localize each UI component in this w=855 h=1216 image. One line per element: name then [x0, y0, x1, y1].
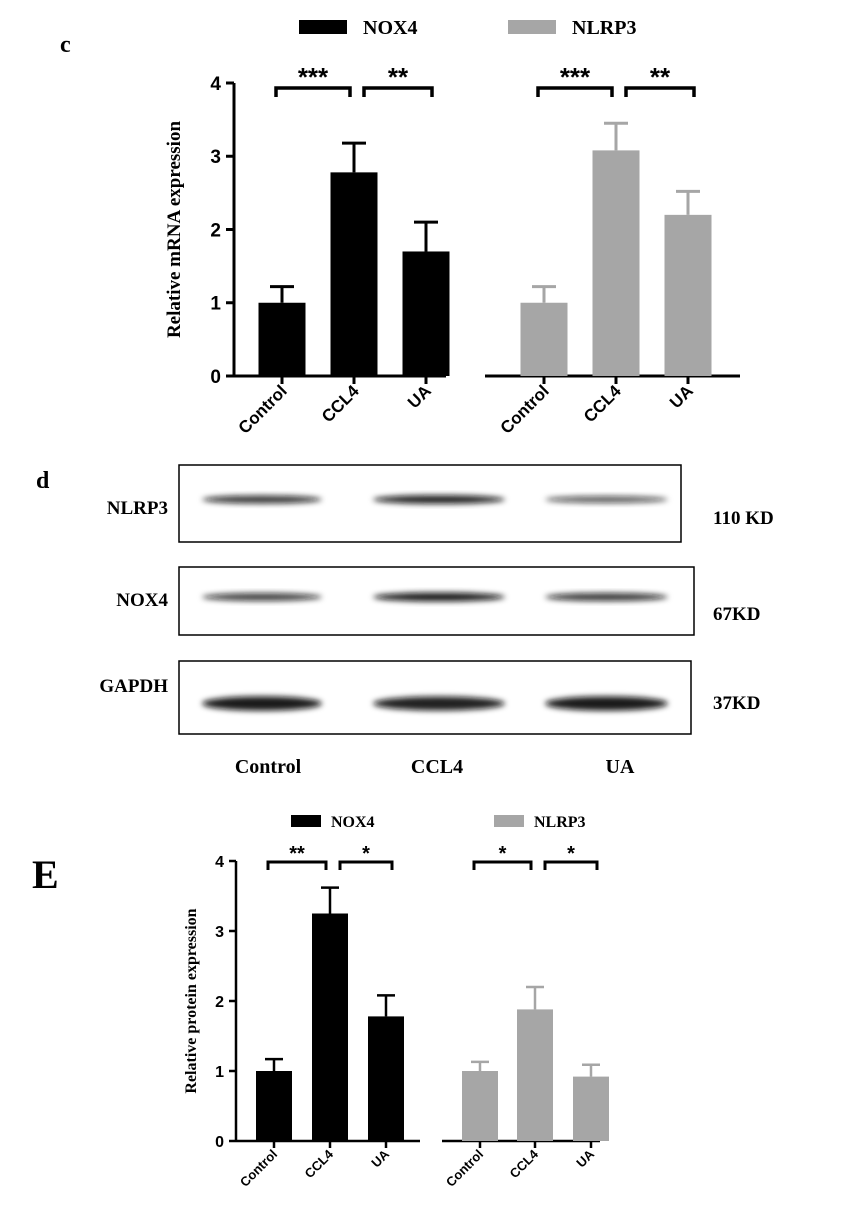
legend-swatch — [291, 815, 321, 827]
blot-band — [202, 495, 322, 504]
y-tick-label: 1 — [210, 294, 221, 315]
panel-c-label: c — [60, 32, 71, 58]
significance-label: ** — [289, 843, 305, 865]
x-tick-label: UA — [666, 381, 697, 412]
chart-e: 0 1 2 3 4 Relative protein expression Control C… — [183, 814, 609, 1190]
x-tick-label: CCL4 — [302, 1146, 337, 1181]
significance-bracket — [266, 860, 328, 870]
y-tick-label: 1 — [215, 1064, 224, 1081]
blot-protein-label: GAPDH — [99, 676, 168, 697]
significance-label: ** — [388, 62, 409, 92]
chart-c: 0 1 2 3 4 Relative mRNA expression Control CCL4… — [164, 17, 740, 438]
bar-nlrp3-control — [520, 302, 568, 376]
blot-size-label: 37KD — [713, 693, 761, 714]
blot-band — [373, 495, 505, 504]
blot-size-label: 110 KD — [713, 508, 774, 529]
legend-swatch — [508, 20, 556, 34]
y-tick-label: 4 — [210, 74, 221, 95]
significance-bracket — [362, 86, 434, 97]
significance-bracket — [472, 860, 533, 870]
legend-swatch — [494, 815, 524, 827]
blot-lane-label: Control — [235, 756, 302, 778]
western-blot: NLRP3 110 KD NOX4 67KD GAPDH 37KD Control CCL4 U… — [99, 464, 774, 778]
blot-lane-label: CCL4 — [411, 756, 463, 778]
significance-bracket — [624, 86, 696, 97]
x-tick-label: CCL4 — [318, 381, 363, 426]
bar-nox4-ccl4 — [312, 913, 348, 1141]
bar-nox4-control — [256, 1071, 292, 1141]
x-tick-label: Control — [235, 381, 291, 437]
y-tick-label: 3 — [210, 147, 221, 168]
y-tick-label: 0 — [210, 367, 221, 388]
significance-label: *** — [298, 62, 329, 92]
x-tick-label: Control — [237, 1147, 280, 1190]
panel-d-label: d — [36, 468, 50, 494]
legend-swatch — [299, 20, 347, 34]
x-tick-label: CCL4 — [580, 381, 625, 426]
blot-size-label: 67KD — [713, 604, 761, 625]
bar-nox4-ccl4 — [330, 172, 378, 376]
bar-nox4-ua — [368, 1016, 404, 1141]
legend-label: NLRP3 — [572, 17, 636, 39]
blot-protein-label: NLRP3 — [107, 498, 168, 519]
blot-band — [202, 593, 322, 601]
bar-nlrp3-ccl4 — [592, 150, 640, 376]
x-tick-label: UA — [368, 1146, 392, 1170]
bar-nlrp3-control — [462, 1071, 498, 1141]
significance-label: ** — [650, 62, 671, 92]
bar-nlrp3-ua — [573, 1076, 609, 1141]
blot-lane-label: UA — [606, 756, 635, 778]
legend-label: NLRP3 — [534, 814, 586, 831]
panel-e-label: E — [32, 852, 59, 897]
x-tick-label: CCL4 — [507, 1146, 542, 1181]
significance-bracket — [543, 860, 599, 870]
significance-label: * — [362, 843, 370, 865]
blot-band — [545, 593, 668, 601]
blot-protein-label: NOX4 — [116, 590, 168, 611]
blot-band — [202, 696, 322, 711]
x-tick-label: UA — [573, 1146, 597, 1170]
x-tick-label: Control — [497, 381, 553, 437]
y-tick-label: 2 — [215, 994, 224, 1011]
significance-bracket — [274, 86, 352, 97]
significance-bracket — [536, 86, 614, 97]
y-tick-label: 0 — [215, 1134, 224, 1151]
legend-label: NOX4 — [363, 17, 417, 39]
bar-nlrp3-ccl4 — [517, 1009, 553, 1141]
significance-label: * — [567, 843, 575, 865]
blot-band — [545, 496, 668, 503]
y-axis-label: Relative protein expression — [183, 908, 200, 1093]
bar-nox4-control — [258, 302, 306, 376]
x-tick-label: UA — [404, 381, 435, 412]
y-tick-label: 2 — [210, 220, 221, 241]
y-axis-label: Relative mRNA expression — [164, 121, 185, 339]
y-tick-label: 3 — [215, 924, 224, 941]
y-tick-label: 4 — [215, 854, 224, 871]
significance-bracket — [338, 860, 394, 870]
significance-label: * — [499, 843, 507, 865]
blot-band — [373, 696, 505, 711]
bar-nlrp3-ua — [664, 214, 712, 376]
x-tick-label: Control — [443, 1147, 486, 1190]
significance-label: *** — [560, 62, 591, 92]
legend-label: NOX4 — [331, 814, 375, 831]
blot-band — [373, 592, 505, 602]
bar-nox4-ua — [402, 251, 450, 376]
blot-band — [545, 696, 668, 711]
